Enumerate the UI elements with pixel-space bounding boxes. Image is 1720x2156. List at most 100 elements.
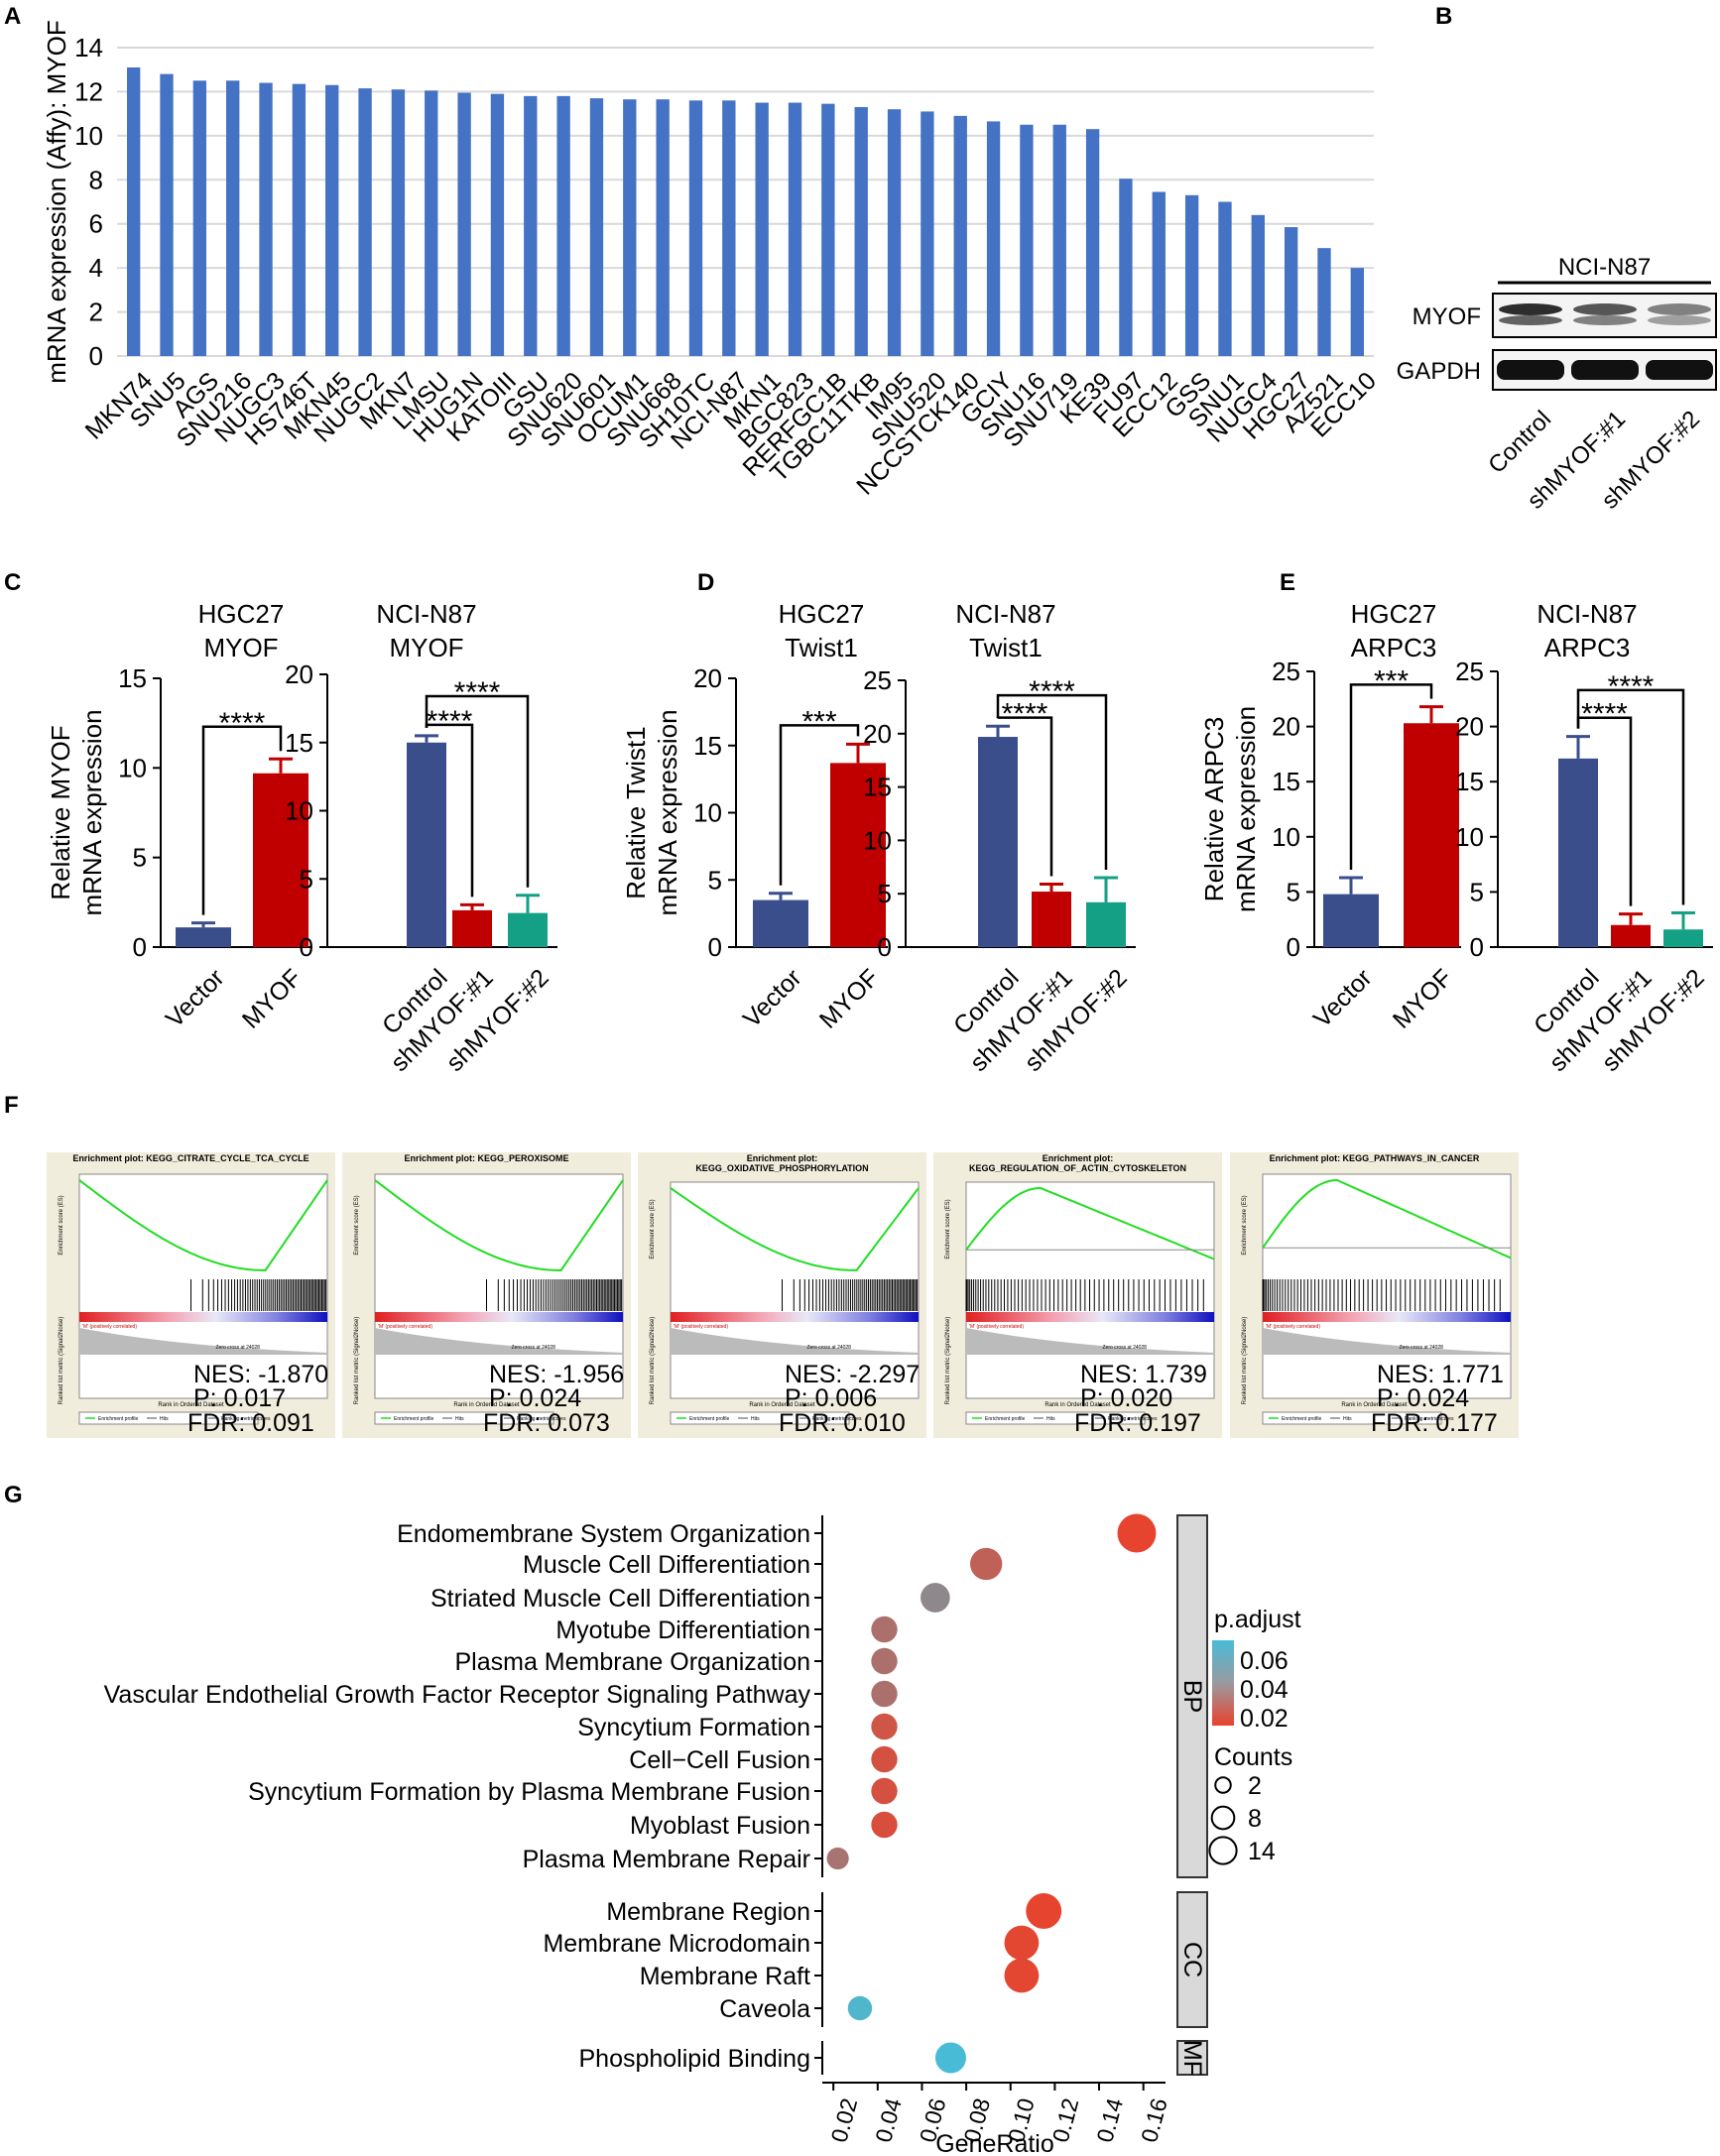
y-axis-title: Relative MYOF	[46, 725, 75, 899]
y-tick-label: 8	[89, 165, 103, 194]
term-label: Cell−Cell Fusion	[629, 1746, 810, 1774]
gsea-legend-label: Enrichment profile	[1282, 1416, 1322, 1422]
chart-title: HGC27	[779, 599, 865, 629]
significance-label: ***	[1374, 664, 1409, 697]
bar	[1404, 723, 1459, 947]
gsea-metric-axis: Ranked list metric (Signal2Noise)	[59, 1317, 64, 1405]
term-label: Vascular Endothelial Growth Factor Recep…	[104, 1681, 811, 1709]
bar	[753, 899, 808, 947]
bar	[407, 742, 446, 947]
facet-strip	[1176, 1514, 1208, 1878]
legend-size-circle	[1208, 1836, 1238, 1865]
y-tick-label: 25	[863, 665, 892, 695]
bar	[391, 89, 406, 356]
bar	[1284, 227, 1298, 356]
legend-color-tick: 0.02	[1240, 1705, 1289, 1733]
y-tick-label: 15	[1455, 767, 1484, 796]
significance-label: ****	[1029, 675, 1075, 708]
chart-title: MYOF	[203, 633, 278, 662]
term-label: Caveola	[719, 1995, 810, 2023]
bar	[854, 106, 868, 356]
gsea-fdr: FDR: 0.177	[1371, 1409, 1498, 1437]
gsea-legend-label: Enrichment profile	[394, 1416, 434, 1422]
term-label: Plasma Membrane Organization	[455, 1648, 811, 1676]
gsea-zero-cross: Zero cross at 24028	[216, 1345, 261, 1351]
chart-title: ARPC3	[1351, 633, 1437, 662]
panel-label-e: E	[1280, 569, 1295, 596]
gsea-zero-cross: Zero cross at 24028	[807, 1345, 852, 1351]
y-tick-label: 15	[693, 731, 722, 761]
bar	[1020, 124, 1034, 356]
gsea-plot: Enrichment plot: KEGG_CITRATE_CYCLE_TCA_…	[47, 1152, 335, 1438]
gsea-enrichment-curve	[670, 1187, 920, 1272]
dot	[871, 1647, 898, 1675]
bar	[176, 927, 231, 947]
legend-size-label: 2	[1248, 1772, 1262, 1800]
gsea-rank-axis: Rank in Ordered Dataset	[158, 1402, 224, 1408]
chart-title: HGC27	[1351, 599, 1437, 629]
gsea-zero-cross: Zero cross at 24028	[512, 1345, 556, 1351]
significance-label: ****	[454, 676, 501, 709]
significance-label: ****	[1581, 698, 1628, 731]
gsea-es-axis: Enrichment score (ES)	[354, 1195, 360, 1255]
bar	[1218, 201, 1232, 356]
gsea-es-axis: Enrichment score (ES)	[59, 1195, 64, 1255]
bar	[425, 90, 438, 356]
gsea-metric-area	[1263, 1328, 1511, 1355]
bar	[986, 121, 1001, 357]
y-axis-title: mRNA expression (Affy): MYOF	[42, 20, 71, 384]
significance-bracket	[779, 724, 860, 886]
y-tick-label: 10	[1455, 822, 1484, 852]
facet-label: MF	[1178, 2040, 1206, 2076]
panel-g-go-dot-plot: BP Endomembrane System Organization Muscle…	[104, 1513, 1301, 2156]
gsea-legend-box	[78, 1411, 259, 1425]
bar	[127, 66, 141, 356]
bar	[253, 773, 308, 947]
y-tick-label: 0	[878, 932, 892, 962]
y-tick-label: 15	[1272, 767, 1300, 796]
gsea-fdr: FDR: 0.073	[483, 1409, 610, 1437]
bar	[160, 73, 174, 357]
x-tick-label: 0.04	[870, 2096, 907, 2145]
dot	[934, 2042, 966, 2074]
y-tick-label: 10	[118, 753, 147, 782]
gsea-correlated-label: 'M' (positively correlated)	[1266, 1324, 1320, 1330]
band-label: MYOF	[1413, 303, 1481, 330]
dot	[1004, 1925, 1040, 1961]
y-tick-label: 5	[1470, 877, 1484, 906]
gsea-legend-label: Ranking metric scores	[812, 1416, 862, 1422]
band	[1648, 303, 1711, 315]
gsea-enrichment-curve	[1262, 1178, 1512, 1259]
band	[1571, 360, 1639, 380]
gsea-title: KEGG_REGULATION_OF_ACTIN_CYTOSKELETON	[969, 1163, 1186, 1173]
legend-size-label: 14	[1248, 1838, 1276, 1865]
gsea-metric-axis: Ranked list metric (Signal2Noise)	[945, 1317, 951, 1405]
gsea-legend-label: Hits	[455, 1416, 464, 1422]
term-label: Membrane Region	[606, 1898, 810, 1926]
dot	[826, 1847, 849, 1870]
chart-title: MYOF	[389, 633, 463, 662]
gsea-title: Enrichment plot: KEGG_PATHWAYS_IN_CANCER	[1270, 1153, 1480, 1163]
chart-title: NCI-N87	[955, 599, 1055, 629]
bar	[259, 82, 273, 357]
gsea-legend-label: Hits	[751, 1416, 760, 1422]
bar	[1032, 892, 1071, 947]
y-tick-label: 12	[74, 76, 103, 106]
panel-label-a: A	[4, 3, 21, 30]
dot	[1004, 1958, 1040, 1993]
bar	[978, 737, 1018, 947]
gsea-correlated-label: 'M' (positively correlated)	[378, 1324, 432, 1330]
bar	[508, 912, 548, 947]
dot	[847, 1995, 873, 2021]
gsea-rank-bar	[375, 1312, 623, 1322]
significance-bracket	[996, 693, 1108, 871]
x-tick-label: 0.16	[1136, 2096, 1172, 2145]
significance-label: ****	[427, 705, 473, 738]
chart-title: HGC27	[198, 599, 285, 629]
y-tick-label: 0	[133, 932, 147, 962]
term-label: Membrane Microdomain	[543, 1930, 810, 1958]
dot	[871, 1616, 898, 1643]
gsea-legend-label: Hits	[1343, 1416, 1352, 1422]
